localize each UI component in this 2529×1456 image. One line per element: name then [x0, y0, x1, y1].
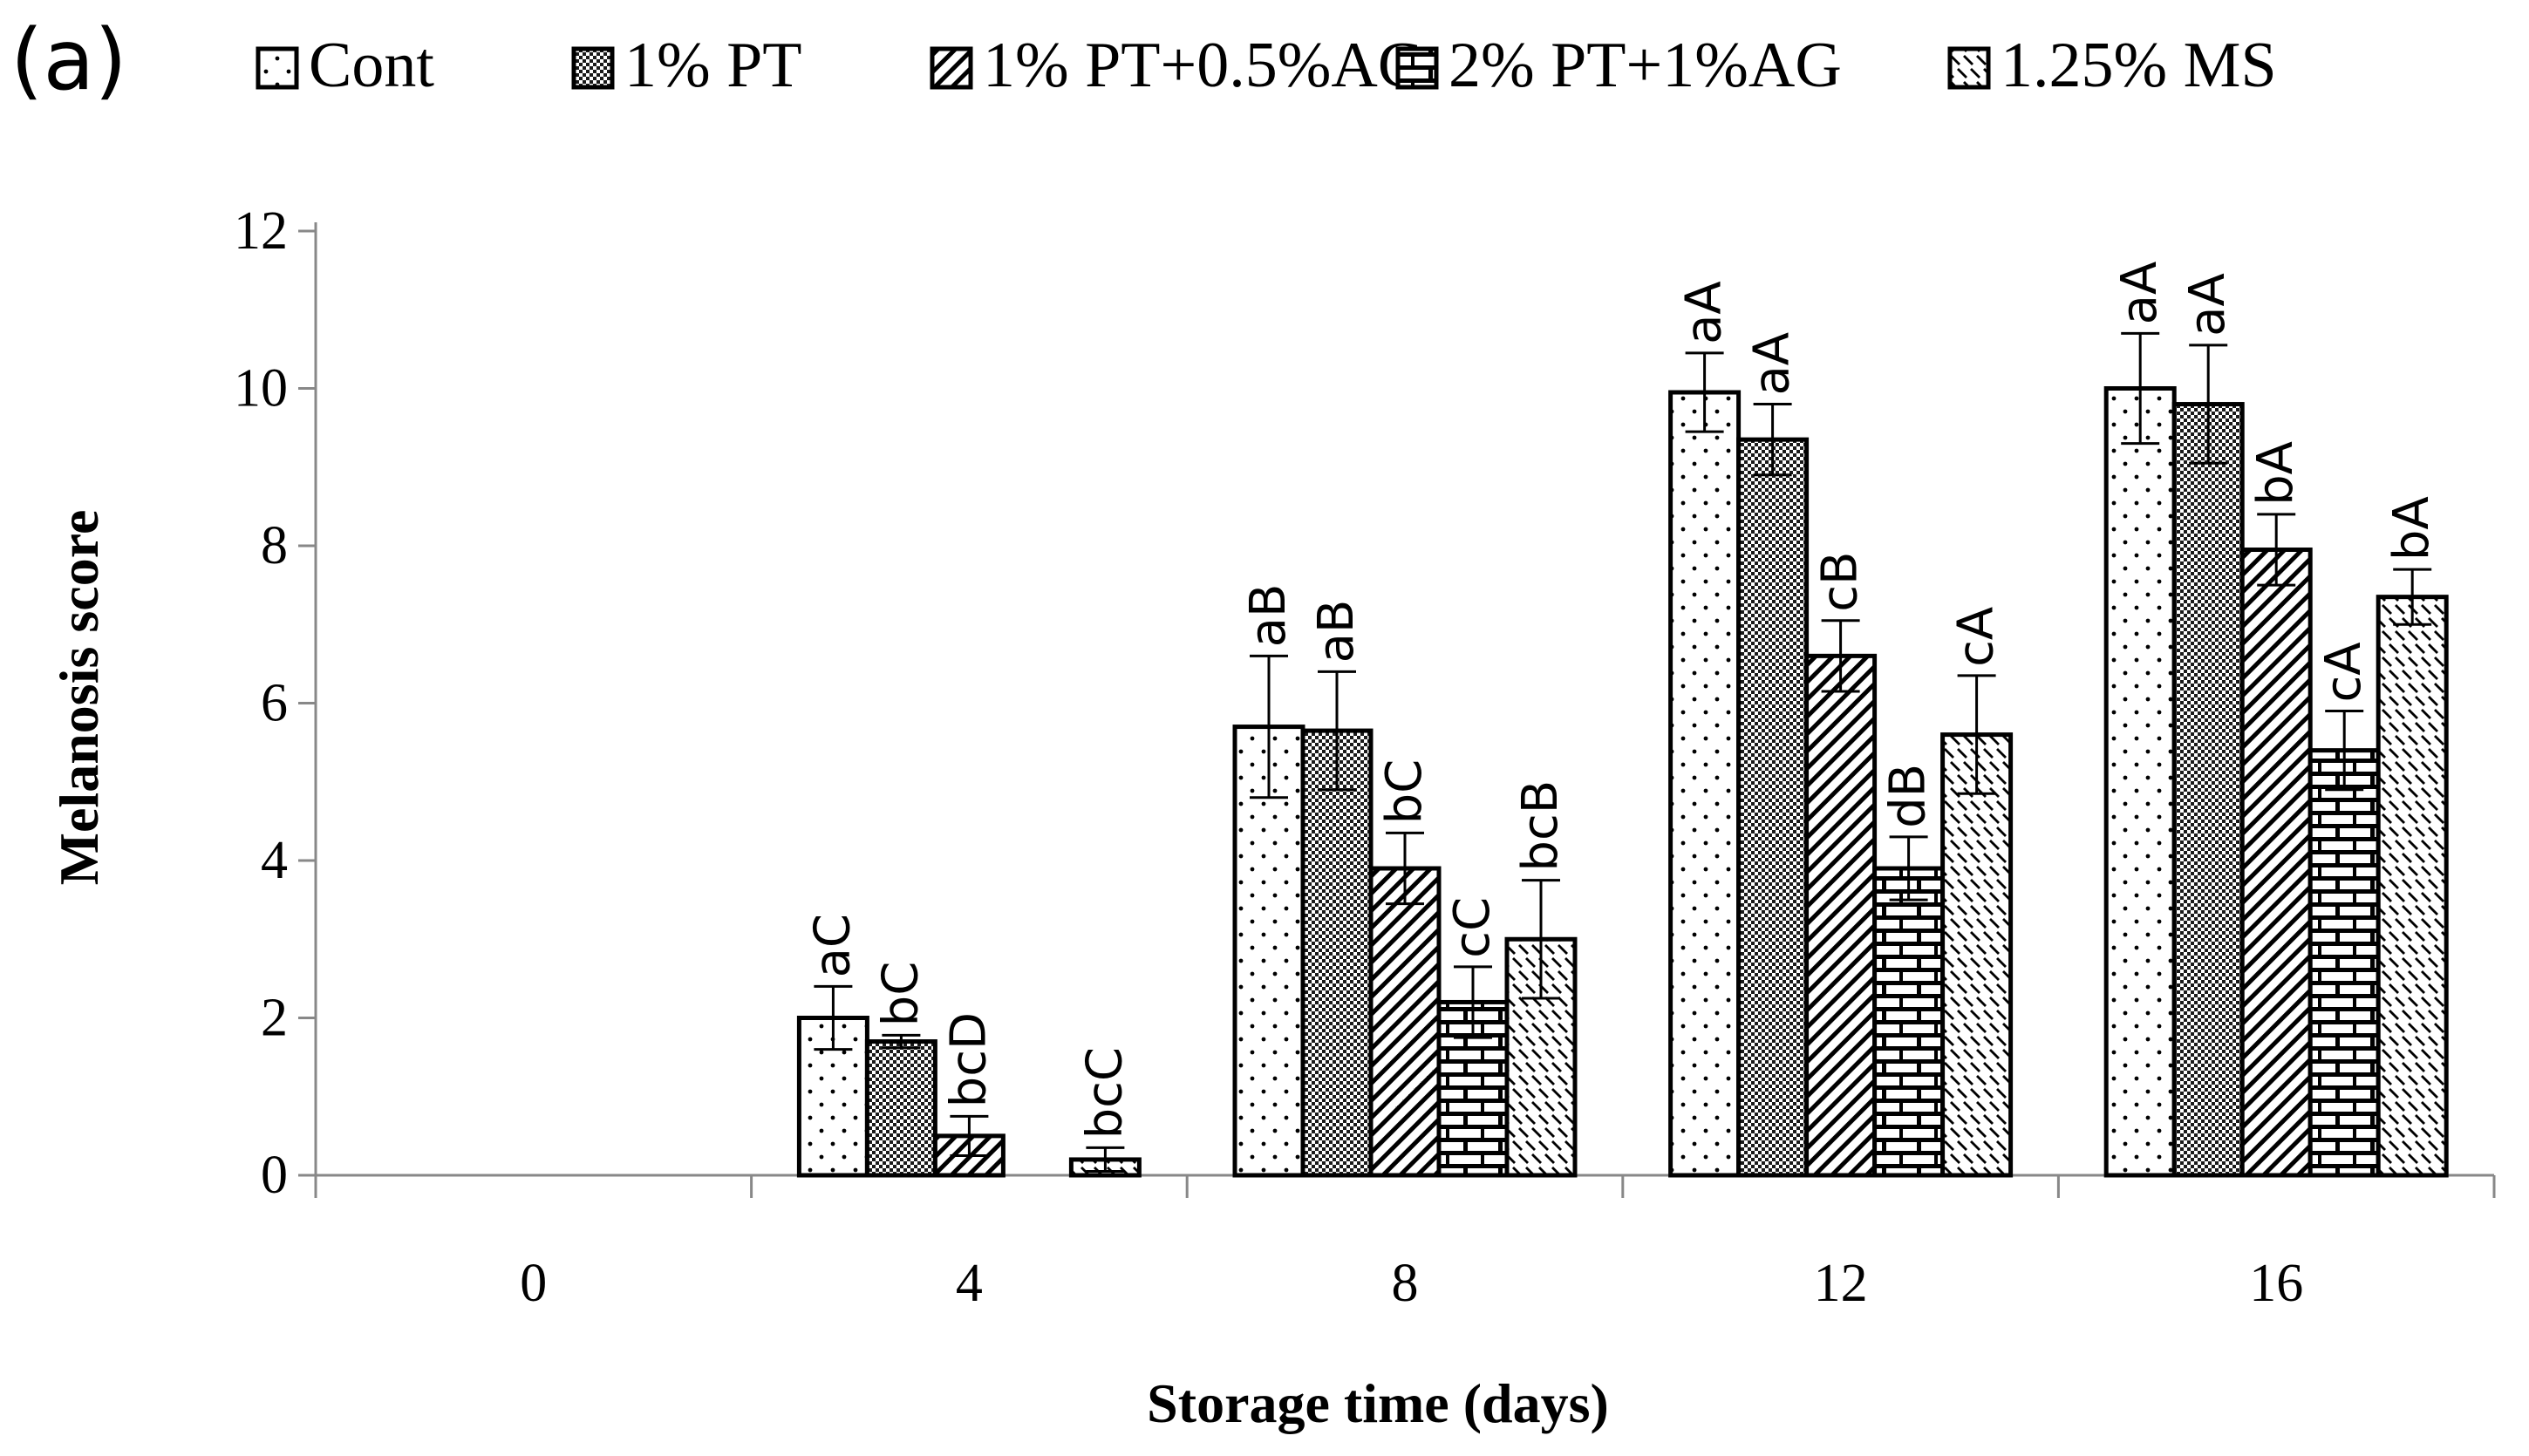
significance-label: bcC [1076, 1047, 1133, 1139]
significance-label: bC [1376, 759, 1433, 825]
significance-label: aA [1744, 332, 1801, 396]
significance-label: aC [804, 914, 861, 977]
legend-swatch [256, 46, 299, 90]
significance-label: cA [2315, 642, 2372, 702]
bar [1804, 653, 1878, 1178]
y-tick-label: 6 [261, 674, 288, 733]
error-bar [882, 1033, 921, 1050]
error-bar [1753, 403, 1792, 477]
bar [1300, 728, 1374, 1178]
bar [1940, 732, 2014, 1178]
significance-label: aA [1676, 281, 1733, 344]
legend-item: Cont [256, 30, 434, 101]
bar [1232, 725, 1305, 1178]
significance-label: aA [2111, 262, 2168, 325]
error-bar [1522, 879, 1560, 1000]
x-tick-label: 12 [1814, 1254, 1868, 1313]
legend-swatch [1395, 46, 1439, 90]
significance-label: cB [1812, 552, 1869, 612]
x-tick-label: 0 [520, 1254, 547, 1313]
significance-label: cC [1444, 897, 1501, 958]
legend-item: 2% PT+1%AG [1395, 30, 1842, 101]
significance-label: dB [1880, 764, 1937, 828]
error-bar [2121, 331, 2160, 446]
x-tick-label: 8 [1392, 1254, 1419, 1313]
y-tick-label: 2 [261, 989, 288, 1048]
error-bar [950, 1114, 989, 1157]
error-bar [2393, 568, 2432, 626]
significance-label: bA [2383, 496, 2440, 561]
y-tick-label: 10 [234, 359, 288, 418]
error-bar [2325, 710, 2364, 792]
x-tick-label: 16 [2249, 1254, 2303, 1313]
legend: Cont 1% PT 1% PT+0.5%AG 2% PT+1%AG 1.25% MS [256, 30, 2277, 101]
error-bar [1685, 351, 1724, 433]
x-tick-label: 4 [956, 1254, 983, 1313]
bar [1872, 866, 1946, 1178]
y-tick-label: 0 [261, 1146, 288, 1205]
legend-label: 2% PT+1%AG [1449, 30, 1842, 101]
y-tick-label: 8 [261, 516, 288, 575]
bar [1668, 390, 1742, 1178]
error-bar [1821, 619, 1860, 693]
bar [1368, 866, 1442, 1178]
legend-item: 1% PT [571, 30, 802, 101]
y-tick-label: 4 [261, 831, 288, 890]
error-bar [1454, 965, 1492, 1039]
error-bar [2257, 513, 2296, 587]
error-bar [814, 984, 853, 1051]
x-axis-title: Storage time (days) [1147, 1372, 1609, 1434]
significance-label: cA [1948, 607, 2005, 667]
y-tick-label: 12 [234, 201, 288, 261]
bar [1736, 437, 1810, 1178]
bar [2239, 548, 2313, 1178]
legend-swatch [571, 46, 615, 90]
legend-item: 1.25% MS [1947, 30, 2277, 101]
panel-label: (a) [10, 11, 127, 109]
legend-label: 1% PT+0.5%AG [983, 30, 1424, 101]
legend-label: 1% PT [624, 30, 802, 101]
significance-label: bC [872, 962, 929, 1027]
error-bar [1957, 674, 1996, 795]
significance-label: aB [1240, 584, 1297, 648]
error-bar [1889, 835, 1928, 901]
significance-label: aB [1308, 600, 1365, 663]
legend-item: 1% PT+0.5%AG [930, 30, 1424, 101]
error-bar [1386, 831, 1424, 906]
bar [2307, 748, 2381, 1178]
error-bar [2189, 344, 2228, 465]
axes: 0 2 4 6 8 10 12 0 4 8 12 16 [234, 201, 2496, 1313]
error-bar [1086, 1146, 1125, 1173]
y-axis-title: Melanosis score [48, 510, 110, 886]
significance-label: bcD [940, 1012, 997, 1107]
significance-label: aA [2179, 273, 2236, 337]
bar [864, 1039, 937, 1178]
legend-label: Cont [309, 30, 434, 101]
bar [2171, 402, 2245, 1178]
legend-swatch [1947, 46, 1991, 90]
bar [2376, 595, 2449, 1178]
significance-label: bcB [1512, 780, 1569, 872]
error-bar [1318, 670, 1356, 792]
error-bar [1250, 654, 1288, 799]
significance-label: bA [2247, 441, 2304, 506]
legend-label: 1.25% MS [2001, 30, 2277, 101]
legend-swatch [930, 46, 973, 90]
bar [2103, 386, 2177, 1178]
